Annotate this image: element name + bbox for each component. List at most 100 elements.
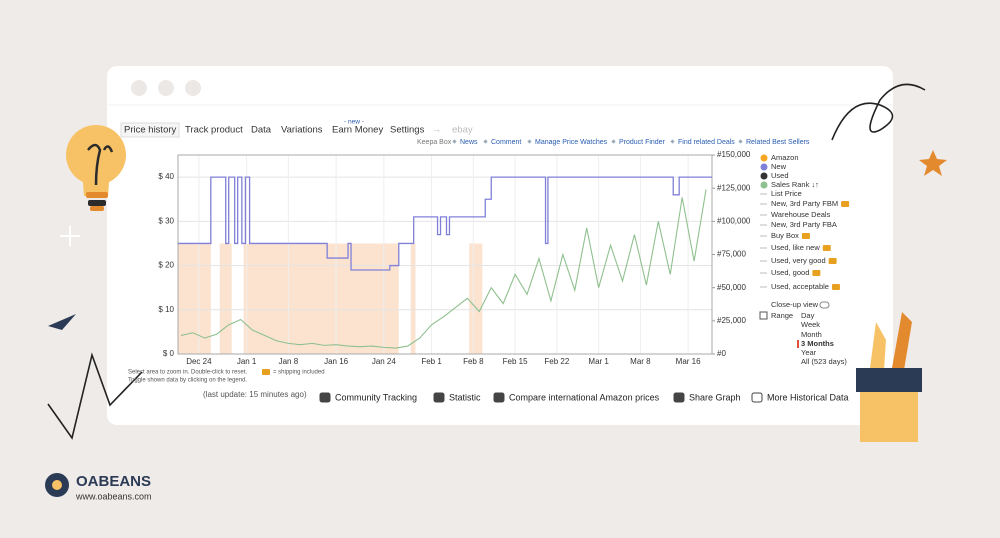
zigzag	[47, 352, 143, 440]
y2-tick-label: #75,000	[717, 250, 746, 259]
nav-link: Keepa Box	[417, 139, 452, 146]
tool-icon	[751, 392, 763, 403]
squiggle	[831, 83, 926, 141]
shaded-range	[243, 243, 399, 354]
x-tick-label: Jan 24	[372, 357, 397, 366]
tab[interactable]: Price history	[124, 125, 177, 136]
y2-tick-label: #0	[717, 349, 726, 358]
legend-item[interactable]: Used, like new	[771, 243, 820, 252]
paper-plane	[48, 314, 76, 330]
toggle	[819, 301, 830, 309]
toolbar-item[interactable]: Statistic	[449, 392, 481, 402]
nav-link[interactable]: Related Best Sellers	[746, 139, 810, 146]
note: Select area to zoom in. Double-click to …	[128, 370, 247, 376]
legend-item[interactable]: Sales Rank ↓↑	[771, 180, 819, 189]
truck-icon	[831, 284, 840, 290]
legend-dot	[760, 172, 768, 180]
tool-icon	[433, 392, 445, 403]
nav-link[interactable]: Product Finder	[619, 139, 666, 146]
tab[interactable]: Data	[251, 125, 272, 136]
tab[interactable]: Settings	[390, 125, 425, 136]
truck-icon	[822, 245, 831, 251]
range-option[interactable]: Week	[801, 320, 820, 329]
y2-tick-label: #50,000	[717, 283, 746, 292]
shaded-range	[469, 243, 483, 354]
y2-tick-label: #150,000	[717, 150, 751, 159]
brand-url: www.oabeans.com	[75, 491, 152, 501]
toolbar-item[interactable]: Community Tracking	[335, 392, 417, 402]
shaded-range	[178, 243, 211, 354]
tool-icon	[493, 392, 505, 403]
legend-item[interactable]: New	[771, 162, 787, 171]
toolbar-item[interactable]: More Historical Data	[767, 392, 849, 402]
x-tick-label: Feb 15	[503, 357, 528, 366]
last-update: (last update: 15 minutes ago)	[203, 390, 307, 399]
nav-link[interactable]: Manage Price Watches	[535, 139, 608, 146]
separator	[452, 139, 457, 144]
x-tick-label: Jan 16	[324, 357, 349, 366]
range-option[interactable]: 3 Months	[801, 339, 834, 348]
toolbar-item[interactable]: Share Graph	[689, 392, 741, 402]
range-option[interactable]: Month	[801, 330, 822, 339]
tool-icon	[319, 392, 331, 403]
tool-icon	[673, 392, 685, 403]
range-option[interactable]: Day	[801, 311, 815, 320]
separator	[738, 139, 743, 144]
legend-item[interactable]: New, 3rd Party FBA	[771, 220, 837, 229]
active-tab	[120, 122, 180, 138]
range-option[interactable]: Year	[801, 348, 817, 357]
y-tick-label: $ 20	[158, 261, 174, 270]
series-line	[180, 189, 707, 349]
separator	[527, 139, 532, 144]
shaded-range	[219, 243, 232, 354]
separator	[670, 139, 675, 144]
range-option[interactable]: All (523 days)	[801, 357, 847, 366]
nav-link[interactable]: News	[460, 139, 478, 146]
nav-link[interactable]: Find related Deals	[678, 139, 735, 146]
legend-item[interactable]: Amazon	[771, 153, 799, 162]
separator	[611, 139, 616, 144]
legend-item[interactable]: Used, very good	[771, 256, 826, 265]
note: Toggle shown data by clicking on the leg…	[128, 378, 247, 384]
legend-item[interactable]: Used, acceptable	[771, 282, 829, 291]
legend-item[interactable]: Used, good	[771, 268, 809, 277]
legend-item[interactable]: Buy Box	[771, 231, 799, 240]
brand-name: OABEANS	[76, 473, 151, 490]
plus-icon	[60, 226, 80, 246]
x-tick-label: Feb 22	[544, 357, 569, 366]
truck-icon	[812, 270, 821, 276]
y2-tick-label: #25,000	[717, 316, 746, 325]
legend-item[interactable]: Warehouse Deals	[771, 210, 831, 219]
truck-icon	[841, 201, 850, 207]
y-tick-label: $ 30	[158, 216, 174, 225]
tab[interactable]: Earn Money	[332, 125, 383, 136]
x-tick-label: Mar 16	[676, 357, 701, 366]
x-tick-label: Mar 8	[630, 357, 651, 366]
range-label: Range	[771, 311, 793, 320]
logo: OABEANS www.oabeans.com	[45, 473, 152, 501]
legend-item[interactable]: List Price	[771, 189, 802, 198]
y-tick-label: $ 10	[158, 305, 174, 314]
nav-link[interactable]: Comment	[491, 139, 521, 146]
closeup-label[interactable]: Close-up view	[771, 300, 819, 309]
window-dot	[158, 80, 174, 96]
tab[interactable]: →	[432, 125, 442, 136]
tab[interactable]: Variations	[281, 125, 323, 136]
separator	[483, 139, 488, 144]
calendar-icon	[759, 311, 768, 320]
legend-item[interactable]: New, 3rd Party FBM	[771, 199, 838, 208]
legend-dot	[760, 154, 768, 162]
tab[interactable]: Track product	[185, 125, 243, 136]
x-tick-label: Feb 8	[463, 357, 484, 366]
new-badge: - new -	[344, 119, 364, 126]
shaded-range	[410, 243, 416, 354]
truck-icon	[262, 369, 270, 375]
toolbar-item[interactable]: Compare international Amazon prices	[509, 392, 660, 402]
y-tick-label: $ 40	[158, 172, 174, 181]
y-tick-label: $ 0	[163, 349, 175, 358]
legend-item[interactable]: Used	[771, 171, 789, 180]
x-tick-label: Mar 1	[588, 357, 609, 366]
window-dot	[131, 80, 147, 96]
tab[interactable]: ebay	[452, 125, 473, 136]
